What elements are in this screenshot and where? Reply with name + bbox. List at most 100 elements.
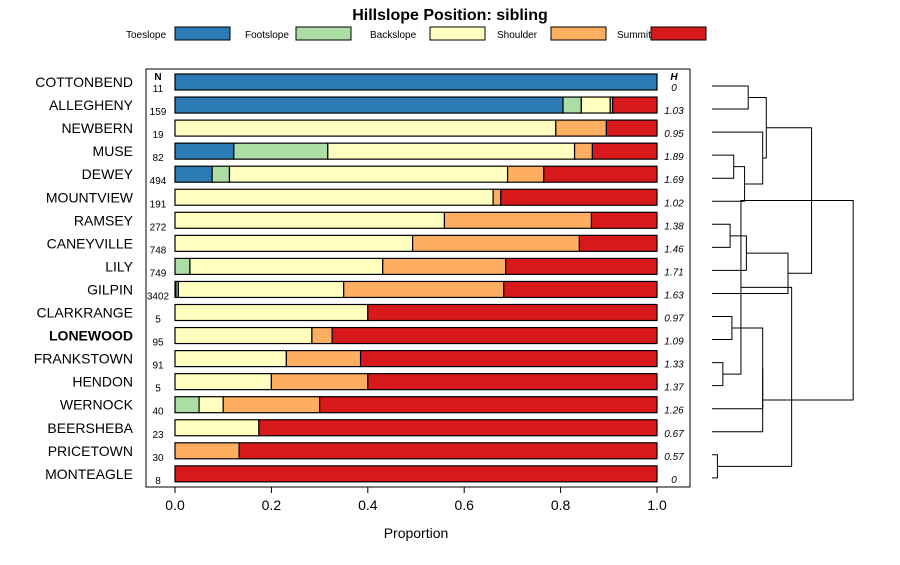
legend-label-toeslope: Toeslope (126, 30, 166, 41)
bar-segment-frankstown-shoulder (285, 350, 362, 368)
x-tick-label: 0.0 (165, 497, 185, 513)
h-value-lonewood: 1.09 (664, 337, 684, 348)
row-label-hendon: HENDON (72, 374, 133, 390)
bar-segment-beersheba-backslope (174, 419, 260, 437)
n-value-clarkrange: 5 (155, 315, 161, 326)
legend-label-shoulder: Shoulder (497, 30, 538, 41)
bar-segment-lily-summit (505, 257, 658, 275)
bar-segment-gilpin-backslope (177, 280, 345, 299)
row-label-lily: LILY (105, 258, 133, 274)
h-value-pricetown: 0.57 (664, 452, 684, 463)
row-label-ramsey: RAMSEY (74, 212, 134, 228)
n-value-cottonbend: 11 (153, 84, 164, 95)
x-tick-label: 0.8 (551, 497, 571, 513)
bar-segment-muse-toeslope (174, 142, 235, 160)
h-value-dewey: 1.69 (664, 175, 684, 186)
bar-segment-ramsey-shoulder (443, 211, 593, 229)
row-label-mountview: MOUNTVIEW (46, 189, 134, 205)
n-value-mountview: 191 (150, 199, 167, 210)
dendrogram-branch (748, 97, 767, 159)
h-value-cottonbend: 0 (671, 83, 677, 94)
chart-title: Hillslope Position: sibling (352, 7, 548, 24)
h-value-muse: 1.89 (664, 152, 684, 163)
h-value-caneyville: 1.46 (664, 244, 684, 255)
h-value-ramsey: 1.38 (664, 221, 684, 232)
bar-segment-wernock-summit (319, 396, 658, 414)
h-value-hendon: 1.37 (664, 383, 684, 394)
bar-segment-caneyville-backslope (174, 234, 414, 252)
legend-label-summit: Summit (617, 30, 651, 41)
row-label-pricetown: PRICETOWN (48, 443, 133, 459)
dendrogram (712, 85, 854, 479)
x-tick-label: 0.4 (358, 497, 378, 513)
dendrogram-branch (712, 154, 735, 179)
h-value-newbern: 0.95 (664, 129, 684, 140)
n-value-allegheny: 159 (150, 107, 167, 118)
dendrogram-branch (717, 286, 793, 467)
bar-group (174, 73, 658, 483)
dendrogram-branch (712, 131, 764, 185)
bar-segment-gilpin-summit (503, 280, 658, 299)
bar-segment-wernock-shoulder (222, 396, 321, 414)
n-value-caneyville: 748 (150, 245, 167, 256)
bar-segment-muse-summit (591, 142, 658, 160)
h-value-allegheny: 1.03 (664, 106, 684, 117)
row-label-gilpin: GILPIN (87, 281, 133, 297)
bar-segment-lily-shoulder (382, 257, 507, 275)
dendrogram-branch (712, 368, 764, 433)
bar-segment-pricetown-shoulder (174, 442, 240, 460)
bar-segment-dewey-shoulder (506, 165, 545, 183)
dendrogram-branch (712, 223, 731, 248)
n-value-beersheba: 23 (152, 430, 164, 441)
n-value-pricetown: 30 (152, 453, 164, 464)
n-value-wernock: 40 (152, 407, 164, 418)
legend-label-footslope: Footslope (245, 30, 289, 41)
bar-segment-frankstown-summit (359, 350, 658, 368)
row-label-muse: MUSE (93, 143, 133, 159)
dendrogram-branch (712, 166, 746, 202)
row-label-frankstown: FRANKSTOWN (34, 351, 133, 367)
legend-swatch-toeslope (174, 26, 231, 41)
row-label-allegheny: ALLEGHENY (49, 97, 134, 113)
row-label-beersheba: BEERSHEBA (47, 420, 133, 436)
x-tick-label: 0.2 (262, 497, 282, 513)
bar-segment-allegheny-footslope (562, 96, 582, 114)
h-value-lily: 1.71 (664, 267, 683, 278)
bar-segment-dewey-summit (543, 165, 658, 183)
bar-segment-muse-backslope (327, 142, 576, 160)
bar-segment-monteagle-summit (174, 465, 658, 483)
bar-segment-ramsey-backslope (174, 211, 446, 229)
bar-segment-hendon-shoulder (270, 373, 369, 391)
bar-segment-pricetown-summit (238, 442, 658, 460)
x-tick-label: 0.6 (454, 497, 474, 513)
bar-segment-frankstown-backslope (174, 350, 287, 368)
legend-swatch-footslope (295, 26, 352, 41)
row-labels: COTTONBEND 11 0 ALLEGHENY 159 1.03 NEWBERN 19 0.… (34, 74, 684, 487)
bar-segment-lonewood-shoulder (311, 326, 333, 345)
h-header: H (670, 72, 678, 83)
n-value-frankstown: 91 (152, 361, 164, 372)
bar-segment-clarkrange-summit (367, 303, 658, 322)
n-value-lily: 749 (150, 268, 167, 279)
x-axis-label: Proportion (384, 525, 449, 541)
bar-segment-muse-footslope (233, 142, 329, 160)
dendrogram-branch (712, 316, 733, 341)
h-value-wernock: 1.26 (664, 406, 684, 417)
x-tick-label: 1.0 (647, 497, 667, 513)
dendrogram-branch (712, 327, 764, 410)
n-value-lonewood: 95 (152, 338, 164, 349)
bar-segment-lonewood-backslope (174, 326, 313, 345)
bar-segment-hendon-backslope (174, 373, 273, 391)
bar-segment-newbern-summit (605, 119, 658, 137)
dendrogram-branch (712, 362, 724, 387)
bar-segment-allegheny-summit (612, 96, 658, 114)
n-value-muse: 82 (152, 153, 164, 164)
bar-segment-allegheny-backslope (580, 96, 611, 114)
bar-segment-ramsey-summit (590, 211, 658, 229)
n-header: N (154, 72, 161, 83)
n-value-monteagle: 8 (155, 476, 161, 487)
row-label-caneyville: CANEYVILLE (47, 235, 133, 251)
bar-segment-lonewood-summit (331, 326, 658, 345)
bar-segment-newbern-shoulder (555, 119, 607, 137)
